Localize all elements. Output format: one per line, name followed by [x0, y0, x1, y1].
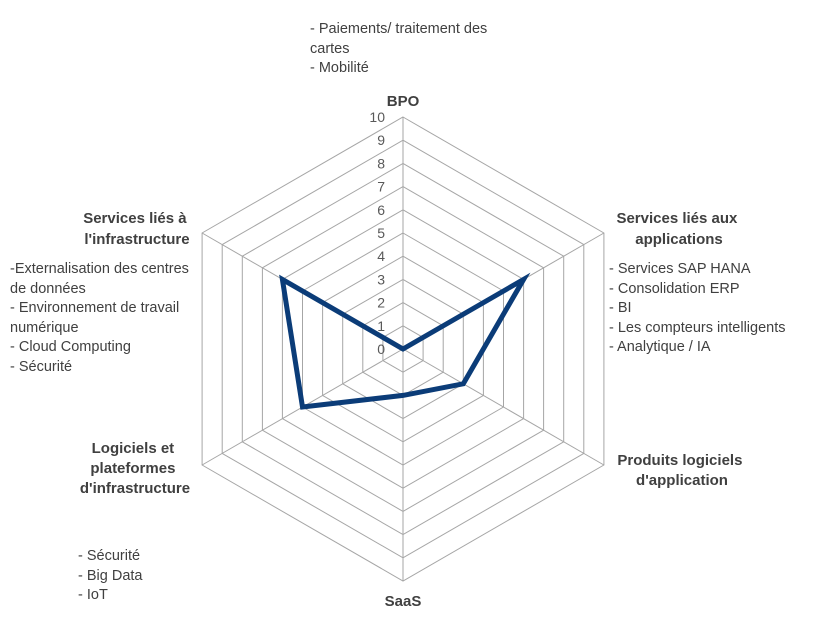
note-infra-services: -Externalisation des centres de données … — [10, 260, 189, 377]
note-app-services-line: - Consolidation ERP — [609, 280, 740, 297]
axis-label-infra-software-line2: plateformes — [90, 460, 175, 477]
axis-label-infra-services-line1: Services liés à — [83, 210, 187, 227]
tick-label-7: 7 — [377, 179, 385, 195]
axis-label-infra-software-line1: Logiciels et — [92, 440, 175, 457]
note-infra-services-line: - Environnement de travail — [10, 300, 180, 316]
axis-label-app-services: Services liés aux applications — [616, 210, 741, 248]
tick-label-2: 2 — [377, 295, 385, 311]
data-point-0-1 — [523, 278, 525, 280]
note-infra-software: - Sécurité - Big Data - IoT — [78, 547, 142, 606]
note-infra-services-line: - Sécurité — [10, 358, 73, 375]
data-point-0-0 — [402, 348, 404, 350]
note-infra-services-line: -Externalisation des centres — [10, 261, 189, 277]
axis-label-infra-software-line3: d'infrastructure — [80, 480, 190, 497]
note-infra-services-line: - Cloud Computing — [10, 339, 131, 355]
tick-label-6: 6 — [377, 202, 385, 218]
data-point-0-2 — [462, 383, 464, 385]
axis-label-app-services-line2: applications — [635, 231, 723, 248]
radar-series — [279, 272, 531, 410]
note-infra-software-line: - Sécurité — [78, 548, 141, 564]
axis-label-infra-services-line2: l'infrastructure — [84, 231, 189, 248]
note-bpo-line: - Paiements/ traitement des — [310, 21, 488, 37]
note-infra-services-line: de données — [10, 280, 86, 297]
data-point-0-3 — [402, 394, 404, 396]
axis-label-app-products: Produits logiciels d'application — [617, 452, 746, 489]
axis-label-app-products-line2: d'application — [636, 472, 728, 489]
note-bpo-line: cartes — [310, 40, 350, 57]
axis-label-app-services-line1: Services liés aux — [616, 210, 738, 227]
note-app-services-line: - Les compteurs intelligents — [609, 319, 786, 336]
axis-label-bpo: BPO — [387, 93, 420, 110]
note-bpo: - Paiements/ traitement des cartes - Mob… — [310, 20, 487, 79]
axis-label-saas: SaaS — [385, 593, 422, 610]
data-point-0-5 — [281, 278, 283, 280]
note-infra-services-line: numérique — [10, 319, 79, 336]
tick-label-10: 10 — [369, 109, 385, 125]
axis-label-infra-software: Logiciels et plateformes d'infrastructur… — [80, 440, 190, 497]
tick-label-1: 1 — [377, 318, 385, 334]
tick-label-8: 8 — [377, 155, 385, 171]
tick-label-9: 9 — [377, 132, 385, 148]
tick-label-3: 3 — [377, 271, 385, 287]
note-app-services-line: - Analytique / IA — [609, 339, 711, 355]
note-app-services-line: - Services SAP HANA — [609, 261, 751, 277]
radial-tick-labels: 0 1 2 3 4 5 6 7 8 9 10 — [369, 109, 385, 357]
note-app-services: - Services SAP HANA - Consolidation ERP … — [609, 260, 786, 358]
axis-label-infra-services: Services liés à l'infrastructure — [83, 210, 191, 248]
tick-label-5: 5 — [377, 225, 385, 241]
note-bpo-line: - Mobilité — [310, 60, 369, 76]
note-infra-software-line: - IoT — [78, 587, 108, 603]
tick-label-4: 4 — [377, 248, 385, 264]
note-infra-software-line: - Big Data — [78, 567, 143, 584]
axis-label-app-products-line1: Produits logiciels — [617, 452, 742, 469]
note-app-services-line: - BI — [609, 300, 632, 316]
spoke-2 — [402, 348, 605, 466]
tick-label-0: 0 — [377, 341, 385, 357]
data-point-0-4 — [302, 406, 303, 408]
